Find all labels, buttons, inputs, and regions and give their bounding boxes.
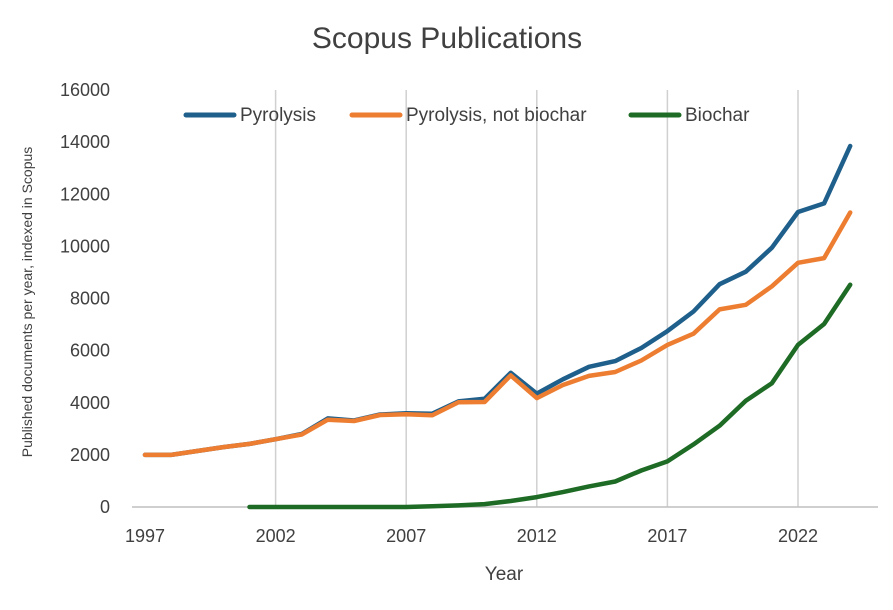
x-tick-labels: 1997 2002 2007 2012 2017 2022 [125,526,818,546]
legend: Pyrolysis Pyrolysis, not biochar Biochar [183,105,750,126]
series-lines [142,143,853,510]
y-tick-labels: 0 2000 4000 6000 8000 10000 12000 14000 16000 [60,80,110,517]
x-tick-label: 2012 [517,526,557,546]
series-line-pyrolysis-not-biochar [142,210,853,458]
y-tick-label: 12000 [60,184,110,204]
y-tick-label: 14000 [60,132,110,152]
x-tick-label: 2002 [256,526,296,546]
y-tick-label: 8000 [70,289,110,309]
legend-label: Pyrolysis, not biochar [406,105,587,126]
y-tick-label: 0 [100,497,110,517]
x-tick-label: 2022 [778,526,818,546]
x-axis-label: Year [485,564,524,585]
series-line-biochar [247,282,853,510]
x-tick-label: 2017 [647,526,687,546]
y-tick-label: 6000 [70,341,110,361]
y-tick-label: 10000 [60,236,110,256]
gridlines [274,90,799,507]
legend-label: Biochar [685,105,750,126]
series-line-pyrolysis [142,143,853,458]
x-tick-label: 2007 [386,526,426,546]
chart-title: Scopus Publications [312,22,582,55]
y-tick-label: 16000 [60,80,110,100]
y-tick-label: 4000 [70,393,110,413]
legend-label: Pyrolysis [240,105,316,126]
y-axis-label: Published documents per year, indexed in… [19,147,35,458]
x-tick-label: 1997 [125,526,165,546]
y-tick-label: 2000 [70,445,110,465]
